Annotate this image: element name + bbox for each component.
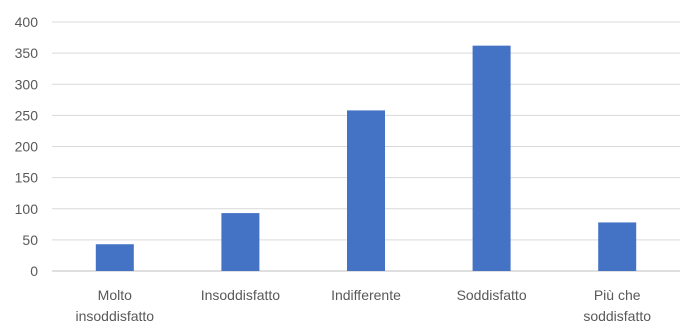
y-tick-label: 300 [15, 76, 39, 92]
bar [472, 45, 511, 271]
y-tick-label: 100 [15, 201, 39, 217]
y-tick-label: 50 [22, 232, 38, 248]
bar [347, 110, 385, 272]
y-axis-tick-labels: 0 50 100 150 200 250 300 350 400 [15, 14, 39, 279]
y-tick-label: 250 [15, 107, 39, 123]
x-category-label: Soddisfatto [457, 287, 527, 303]
y-tick-label: 200 [15, 139, 39, 155]
x-category-label: Indifferente [331, 287, 401, 303]
bars [95, 45, 637, 272]
bar [221, 213, 260, 271]
y-tick-label: 400 [15, 14, 39, 30]
x-category-label: Più che soddisfatto [583, 287, 651, 324]
x-axis-category-labels: Molto insoddisfatto Insoddisfatto Indiffere… [75, 287, 651, 324]
y-tick-label: 150 [15, 170, 39, 186]
x-category-label: Insoddisfatto [201, 287, 281, 303]
y-tick-label: 350 [15, 45, 39, 61]
bar [95, 244, 134, 271]
y-tick-label: 0 [30, 263, 38, 279]
x-category-label: Molto insoddisfatto [75, 287, 154, 324]
bar [598, 222, 637, 271]
